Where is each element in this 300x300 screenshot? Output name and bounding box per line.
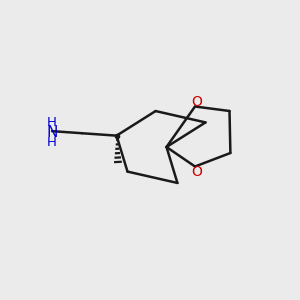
Text: N: N — [46, 125, 58, 140]
Text: O: O — [191, 165, 202, 179]
Text: O: O — [191, 95, 202, 109]
Text: H: H — [47, 116, 57, 129]
Text: H: H — [47, 136, 57, 149]
